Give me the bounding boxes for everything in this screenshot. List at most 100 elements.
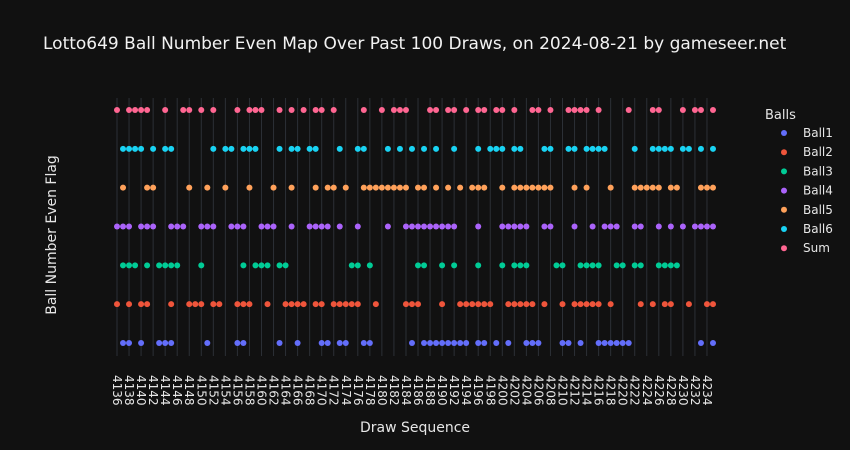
point-ball4[interactable] (589, 223, 596, 230)
point-ball2[interactable] (114, 301, 120, 308)
point-ball4[interactable] (601, 223, 608, 230)
point-ball2[interactable] (138, 301, 145, 308)
point-ball4[interactable] (637, 223, 644, 230)
point-ball2[interactable] (583, 301, 590, 308)
point-ball4[interactable] (384, 223, 391, 230)
point-sum[interactable] (132, 107, 139, 114)
point-ball5[interactable] (384, 184, 391, 191)
point-ball5[interactable] (390, 184, 397, 191)
point-sum[interactable] (595, 107, 602, 114)
point-ball6[interactable] (354, 145, 361, 152)
point-ball4[interactable] (288, 223, 295, 230)
point-ball2[interactable] (300, 301, 307, 308)
point-ball5[interactable] (360, 184, 367, 191)
point-ball6[interactable] (360, 145, 367, 152)
point-sum[interactable] (625, 107, 632, 114)
point-ball2[interactable] (481, 301, 488, 308)
point-ball2[interactable] (294, 301, 301, 308)
point-ball4[interactable] (270, 223, 277, 230)
point-ball4[interactable] (451, 223, 458, 230)
legend-label-ball6[interactable]: Ball6 (803, 222, 833, 236)
point-ball6[interactable] (252, 145, 259, 152)
point-ball6[interactable] (589, 145, 596, 152)
point-ball1[interactable] (457, 340, 464, 346)
point-ball3[interactable] (583, 262, 590, 269)
point-ball2[interactable] (408, 301, 415, 308)
point-ball5[interactable] (150, 184, 157, 191)
point-ball1[interactable] (336, 340, 343, 346)
point-ball2[interactable] (372, 301, 379, 308)
point-ball4[interactable] (421, 223, 428, 230)
point-ball4[interactable] (324, 223, 331, 230)
point-ball1[interactable] (601, 340, 608, 346)
point-ball6[interactable] (433, 145, 440, 152)
point-ball2[interactable] (710, 301, 716, 308)
point-ball6[interactable] (451, 145, 458, 152)
point-ball3[interactable] (637, 262, 644, 269)
point-ball5[interactable] (246, 184, 253, 191)
legend-marker-ball2[interactable] (781, 149, 787, 156)
point-ball2[interactable] (469, 301, 476, 308)
point-ball5[interactable] (529, 184, 536, 191)
point-ball3[interactable] (354, 262, 361, 269)
point-ball3[interactable] (126, 262, 133, 269)
point-ball5[interactable] (511, 184, 518, 191)
point-ball2[interactable] (577, 301, 584, 308)
point-ball2[interactable] (571, 301, 578, 308)
point-ball5[interactable] (481, 184, 488, 191)
point-ball2[interactable] (649, 301, 656, 308)
point-ball2[interactable] (439, 301, 446, 308)
point-ball5[interactable] (607, 184, 614, 191)
point-ball1[interactable] (240, 340, 247, 346)
point-ball5[interactable] (415, 184, 422, 191)
point-sum[interactable] (114, 107, 120, 114)
point-ball5[interactable] (378, 184, 385, 191)
point-ball4[interactable] (204, 223, 211, 230)
point-ball2[interactable] (216, 301, 223, 308)
point-ball2[interactable] (607, 301, 614, 308)
point-ball6[interactable] (685, 145, 692, 152)
legend-label-ball2[interactable]: Ball2 (803, 145, 833, 159)
point-ball5[interactable] (643, 184, 650, 191)
point-ball4[interactable] (505, 223, 512, 230)
point-sum[interactable] (547, 107, 554, 114)
point-ball2[interactable] (595, 301, 602, 308)
point-ball1[interactable] (463, 340, 470, 346)
point-ball5[interactable] (469, 184, 476, 191)
point-ball1[interactable] (156, 340, 163, 346)
point-sum[interactable] (234, 107, 241, 114)
point-ball1[interactable] (120, 340, 127, 346)
point-sum[interactable] (378, 107, 385, 114)
point-ball3[interactable] (415, 262, 422, 269)
point-ball6[interactable] (120, 145, 127, 152)
point-ball6[interactable] (649, 145, 656, 152)
legend-label-ball3[interactable]: Ball3 (803, 164, 833, 178)
point-sum[interactable] (697, 107, 704, 114)
point-ball3[interactable] (252, 262, 259, 269)
point-ball5[interactable] (499, 184, 506, 191)
point-ball1[interactable] (408, 340, 415, 346)
point-ball2[interactable] (234, 301, 241, 308)
point-ball3[interactable] (655, 262, 662, 269)
point-ball5[interactable] (649, 184, 656, 191)
point-ball2[interactable] (348, 301, 355, 308)
point-ball5[interactable] (457, 184, 464, 191)
point-ball4[interactable] (114, 223, 120, 230)
point-ball3[interactable] (258, 262, 265, 269)
point-ball2[interactable] (288, 301, 295, 308)
point-ball5[interactable] (144, 184, 151, 191)
point-sum[interactable] (318, 107, 325, 114)
point-ball3[interactable] (240, 262, 247, 269)
point-ball1[interactable] (366, 340, 373, 346)
point-ball5[interactable] (421, 184, 428, 191)
point-sum[interactable] (288, 107, 295, 114)
legend-marker-ball1[interactable] (781, 130, 787, 136)
point-ball4[interactable] (475, 223, 482, 230)
point-ball4[interactable] (318, 223, 325, 230)
point-ball5[interactable] (655, 184, 662, 191)
legend-marker-ball3[interactable] (781, 168, 787, 175)
point-sum[interactable] (312, 107, 319, 114)
point-ball4[interactable] (150, 223, 157, 230)
point-ball2[interactable] (354, 301, 361, 308)
point-ball3[interactable] (631, 262, 638, 269)
